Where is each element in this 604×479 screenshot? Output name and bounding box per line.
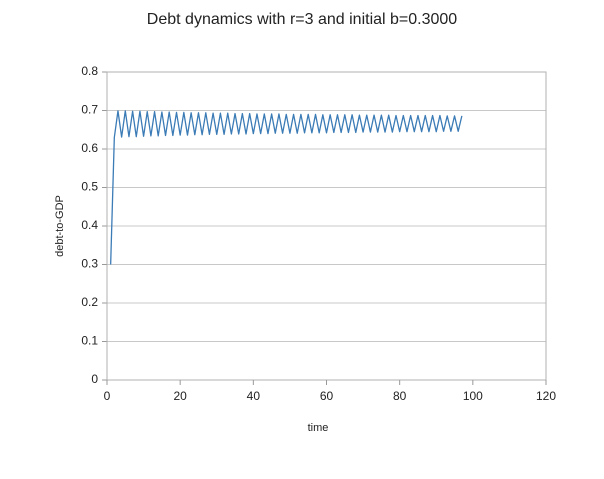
y-tick-label: 0.1 <box>81 334 98 348</box>
x-tick-label: 80 <box>393 389 407 403</box>
y-tick-label: 0.3 <box>81 257 98 271</box>
x-tick-label: 120 <box>536 389 556 403</box>
x-tick-label: 60 <box>320 389 334 403</box>
chart-title: Debt dynamics with r=3 and initial b=0.3… <box>147 11 458 28</box>
y-tick-label: 0.8 <box>81 64 98 78</box>
data-line <box>110 110 463 265</box>
y-tick-label: 0.4 <box>81 218 98 232</box>
x-tick-label: 20 <box>173 389 187 403</box>
y-tick-label: 0.7 <box>81 103 98 117</box>
y-tick-label: 0 <box>91 372 98 386</box>
x-tick-label: 0 <box>104 389 111 403</box>
y-tick-label: 0.5 <box>81 180 98 194</box>
x-tick-label: 100 <box>463 389 483 403</box>
x-tick-label: 40 <box>247 389 261 403</box>
y-axis-title: debt-to-GDP <box>54 195 66 257</box>
y-tick-label: 0.6 <box>81 141 98 155</box>
x-axis-title: time <box>308 422 329 434</box>
y-tick-label: 0.2 <box>81 295 98 309</box>
